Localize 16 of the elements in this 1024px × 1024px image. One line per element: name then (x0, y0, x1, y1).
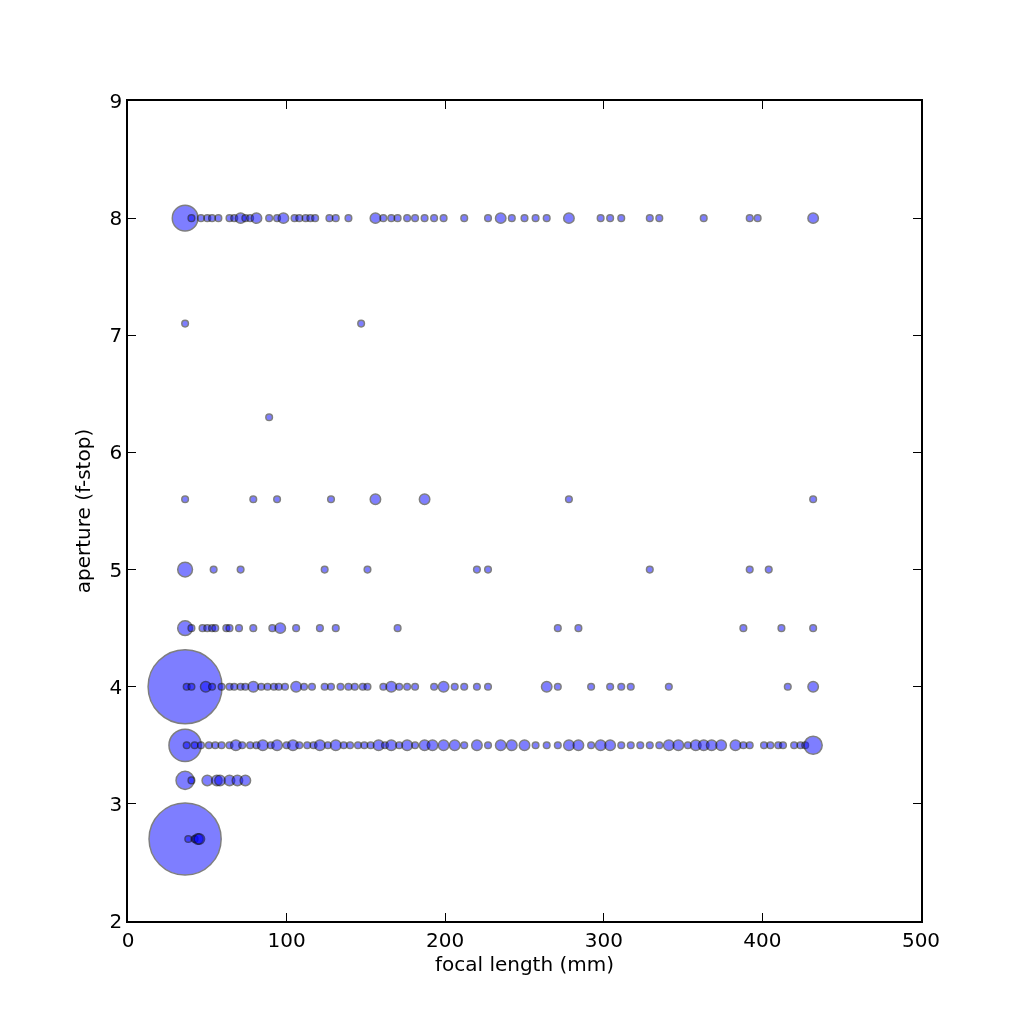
y-tick-label: 7 (109, 323, 123, 348)
y-tick-label: 6 (109, 440, 123, 465)
x-tick-label: 300 (584, 927, 623, 952)
y-tick-label: 8 (109, 206, 123, 231)
y-tick-label: 4 (109, 674, 123, 699)
x-tick-label: 400 (743, 927, 782, 952)
x-tick-label: 0 (121, 927, 135, 952)
y-tick-label: 2 (109, 909, 123, 933)
x-tick-label: 100 (267, 927, 306, 952)
x-axis-title: focal length (mm) (434, 951, 615, 976)
y-tick-label: 5 (109, 557, 123, 582)
y-axis-title: aperture (f-stop) (70, 428, 95, 594)
x-tick-label: 500 (901, 927, 941, 952)
y-tick-label: 3 (109, 791, 123, 816)
y-tick-label: 9 (109, 89, 123, 113)
x-tick-label: 200 (426, 927, 465, 952)
